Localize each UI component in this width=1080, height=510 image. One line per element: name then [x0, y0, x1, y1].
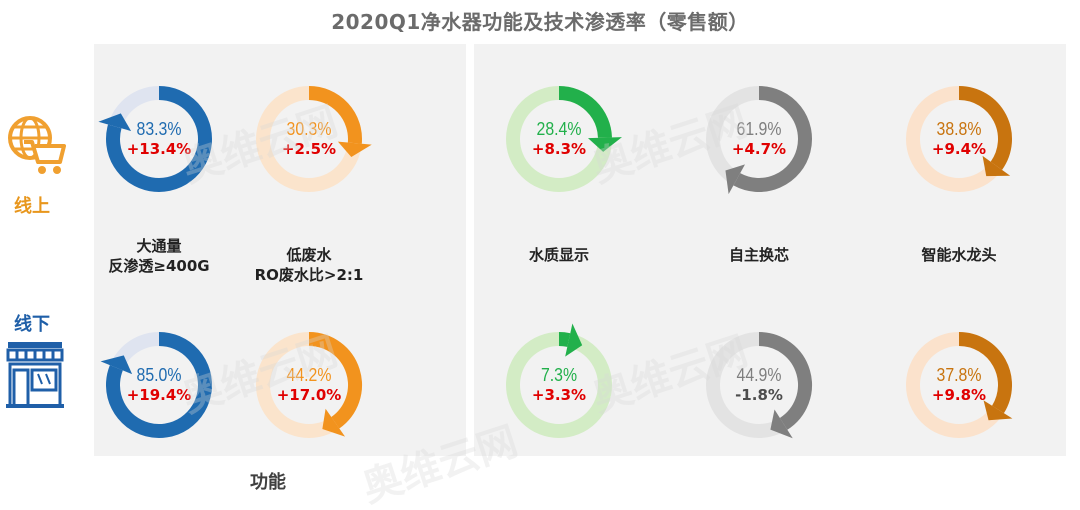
category-label: 自主换芯 [679, 245, 839, 265]
globe-cart-icon [8, 116, 66, 174]
donut-svg [100, 332, 212, 438]
donut-value-arc [106, 86, 212, 192]
donut-svg [506, 86, 622, 192]
category-label: 智能水龙头 [879, 245, 1039, 265]
donut-svg [506, 323, 612, 438]
category-label: 大通量反渗透≥400G [79, 236, 239, 276]
category-label-line1: 自主换芯 [728, 246, 789, 264]
donut-svg [256, 86, 372, 192]
donut-1-4: 37.8% +9.8% [896, 322, 1022, 448]
donut-0-2: 28.4% +8.3% [496, 76, 622, 202]
donut-0-3: 61.9% +4.7% [696, 76, 822, 202]
donut-percent-label: 30.3% [286, 119, 332, 139]
donut-value-arc [106, 332, 212, 438]
donut-1-1: 44.2% +17.0% [246, 322, 372, 448]
donut-arrowhead [725, 164, 746, 195]
donut-0-4: 38.8% +9.4% [896, 76, 1022, 202]
donut-percent-label: 61.9% [736, 119, 782, 139]
donut-change-label: +13.4% [126, 140, 192, 158]
donut-arrowhead [322, 408, 346, 437]
store-front-icon [6, 342, 64, 408]
category-label-line1: 智能水龙头 [921, 246, 997, 264]
donut-value-arc [558, 332, 571, 347]
donut-svg [706, 332, 812, 439]
chart-title: 2020Q1净水器功能及技术渗透率（零售额） [331, 10, 749, 34]
donut-change-label: +19.4% [126, 386, 192, 404]
category-label: 低废水 RO废水比>2:1 [229, 245, 389, 285]
donut-arrowhead [587, 137, 622, 152]
donut-percent-label: 85.0% [136, 365, 182, 385]
donut-arrowhead [98, 113, 132, 132]
donut-value-arc [733, 86, 812, 192]
donut-svg [98, 86, 212, 192]
donut-change-label: +8.3% [531, 140, 587, 158]
donut-value-arc [308, 332, 362, 429]
donut-svg [906, 86, 1012, 192]
donut-1-2: 7.3% +3.3% [496, 322, 622, 448]
category-label-line1: 大通量 [136, 237, 182, 255]
donut-change-label: +2.5% [281, 140, 337, 158]
donut-value-arc [958, 86, 1012, 170]
donut-arrowhead [982, 155, 1011, 177]
donut-change-label: +3.3% [531, 386, 587, 404]
donut-percent-label: 83.3% [136, 119, 182, 139]
donut-arrowhead [100, 355, 133, 375]
donut-arrowhead [337, 141, 372, 158]
category-label: 水质显示 [479, 245, 639, 265]
donut-change-label: +9.4% [931, 140, 987, 158]
donut-value-arc [308, 86, 362, 144]
category-label-line1: 水质显示 [528, 246, 589, 264]
category-label-line2: 反渗透≥400G [108, 257, 210, 275]
donut-svg [906, 332, 1013, 438]
donut-value-arc [958, 332, 1012, 414]
donut-arrowhead [565, 323, 583, 357]
category-label-line2: RO废水比>2:1 [254, 266, 364, 284]
donut-change-label: +4.7% [731, 140, 787, 158]
donut-arrowhead [770, 409, 793, 439]
donut-percent-label: 44.2% [286, 365, 332, 385]
footer-label: 功能 [250, 472, 286, 493]
donut-1-0: 85.0% +19.4% [96, 322, 222, 448]
donut-svg [256, 332, 362, 438]
donut-value-arc [558, 86, 612, 139]
donut-change-label: +9.8% [931, 386, 987, 404]
donut-0-0: 83.3% +13.4% [96, 76, 222, 202]
category-label-line1: 低废水 [286, 246, 332, 264]
donut-arrowhead [983, 400, 1013, 421]
channel-label-online: 线上 [14, 196, 50, 217]
donut-1-3: 44.9% -1.8% [696, 322, 822, 448]
donut-value-arc [758, 332, 812, 430]
donut-percent-label: 7.3% [540, 365, 578, 385]
right-panel [474, 44, 1066, 456]
donut-0-1: 30.3% +2.5% [246, 76, 372, 202]
donut-percent-label: 37.8% [936, 365, 982, 385]
donut-percent-label: 44.9% [736, 365, 782, 385]
donut-change-label: -1.8% [735, 386, 783, 404]
donut-svg [706, 86, 812, 195]
donut-percent-label: 38.8% [936, 119, 982, 139]
channel-label-offline: 线下 [14, 314, 50, 335]
donut-change-label: +17.0% [276, 386, 342, 404]
donut-percent-label: 28.4% [536, 119, 582, 139]
